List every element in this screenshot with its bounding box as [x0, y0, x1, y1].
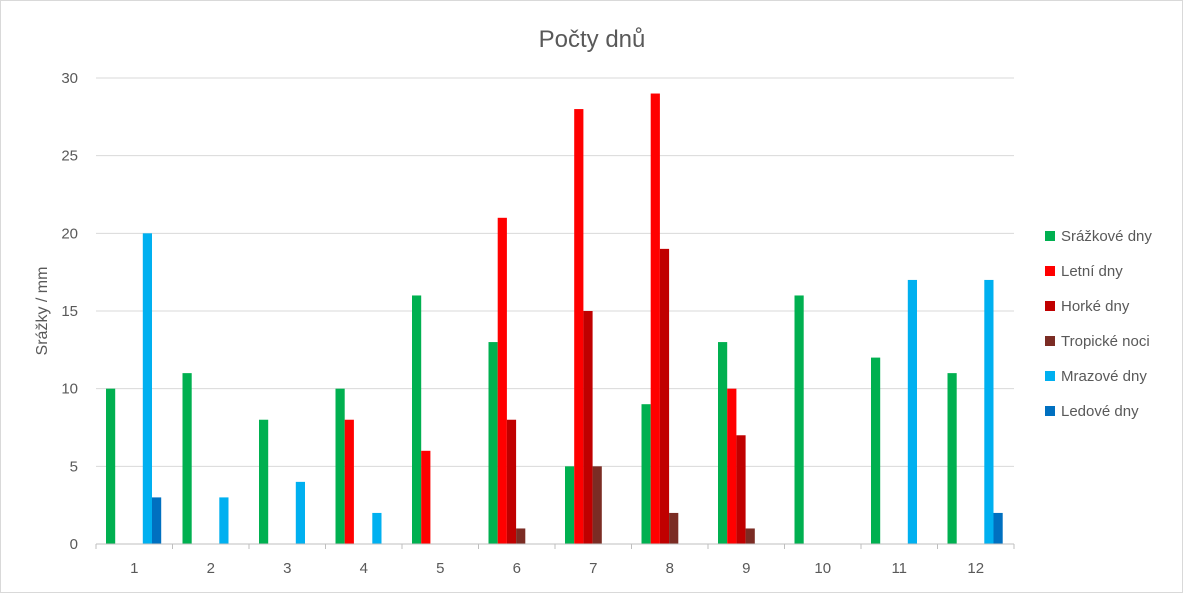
x-tick-label: 9: [742, 560, 750, 577]
gridlines: [96, 77, 1014, 467]
legend-label: Horké dny: [1061, 298, 1130, 315]
y-tick-label: 30: [61, 70, 78, 87]
bar: [745, 528, 755, 544]
y-tick-label: 5: [70, 458, 78, 475]
legend-label: Letní dny: [1061, 263, 1123, 280]
legend-label: Tropické noci: [1061, 333, 1150, 350]
x-tick-label: 8: [666, 560, 674, 577]
bar: [907, 279, 917, 544]
bar: [669, 512, 679, 544]
x-tick-label: 10: [814, 560, 831, 577]
bar: [871, 357, 881, 544]
x-tick-label: 7: [589, 560, 597, 577]
bar: [583, 311, 593, 544]
y-axis-title: Srážky / mm: [34, 267, 51, 356]
bar: [718, 342, 728, 544]
bar: [335, 388, 345, 544]
bar: [152, 497, 162, 544]
bar: [497, 217, 507, 545]
bar: [947, 373, 957, 544]
x-tick-label: 1: [130, 560, 138, 577]
bar: [488, 342, 498, 544]
bar: [659, 248, 670, 544]
bar: [106, 388, 116, 544]
bar: [259, 419, 269, 544]
bar: [344, 419, 354, 544]
x-tick-label: 12: [967, 560, 984, 577]
x-tick-label: 2: [207, 560, 215, 577]
bars: [106, 93, 1003, 545]
legend-label: Srážkové dny: [1061, 228, 1152, 245]
y-tick-label: 10: [61, 381, 78, 398]
chart-title: Počty dnů: [539, 26, 646, 53]
legend-swatch: [1045, 336, 1055, 346]
bar: [412, 295, 422, 544]
bar: [295, 481, 305, 544]
bar: [736, 435, 746, 544]
legend-swatch: [1045, 371, 1055, 381]
legend-swatch: [1045, 266, 1055, 276]
x-tick-label: 5: [436, 560, 444, 577]
x-tick-label: 3: [283, 560, 291, 577]
y-tick-label: 20: [61, 225, 78, 242]
bar: [574, 109, 584, 544]
x-axis: [95, 543, 1015, 549]
bar: [650, 93, 660, 544]
bar: [516, 528, 526, 544]
bar: [592, 466, 602, 544]
bar: [506, 419, 517, 544]
bar: [984, 279, 994, 544]
legend-swatch: [1045, 406, 1055, 416]
bar: [219, 497, 229, 544]
legend: Srážkové dny Letní dny Horké dny Tropické n…: [1045, 228, 1152, 420]
y-tick-labels: 0 5 10 15 20 25 30: [61, 70, 78, 553]
bar: [727, 388, 737, 544]
legend-label: Mrazové dny: [1061, 368, 1147, 385]
bar: [794, 295, 804, 544]
bar: [641, 404, 651, 544]
bar: [182, 373, 192, 544]
y-tick-label: 0: [70, 536, 78, 553]
x-tick-label: 6: [513, 560, 521, 577]
bar: [565, 466, 575, 544]
bar: [372, 512, 382, 544]
legend-swatch: [1045, 301, 1055, 311]
x-tick-label: 11: [891, 560, 907, 577]
legend-swatch: [1045, 231, 1055, 241]
x-tick-labels: 1 2 3 4 5 6 7 8 9 10 11 12: [130, 560, 984, 577]
bar: [993, 512, 1003, 544]
legend-label: Ledové dny: [1061, 403, 1139, 420]
y-tick-label: 15: [61, 303, 78, 320]
y-tick-label: 25: [61, 148, 78, 165]
x-tick-label: 4: [360, 560, 368, 577]
bar: [142, 233, 152, 544]
bar: [421, 450, 431, 544]
